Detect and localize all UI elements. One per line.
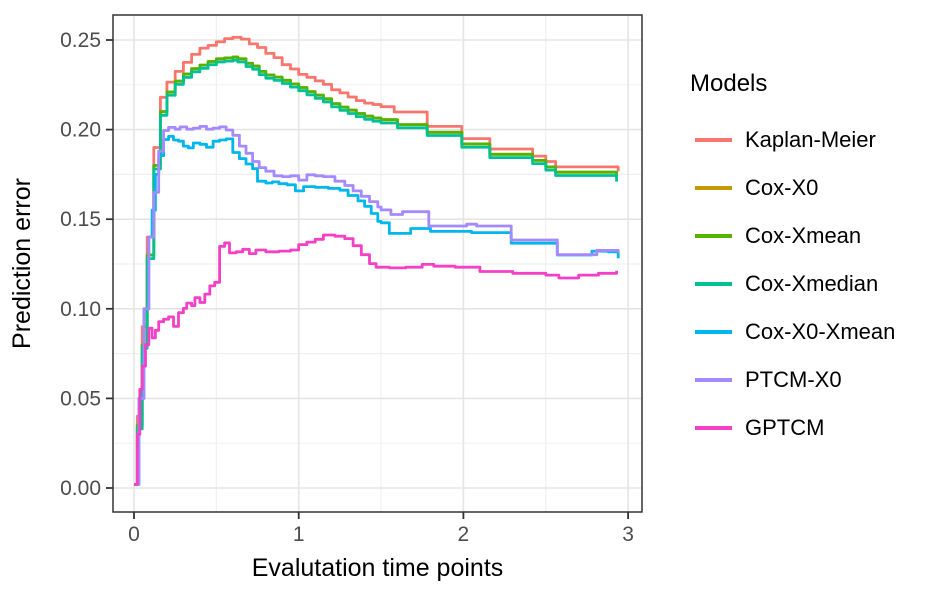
- series-line-kaplan-meier: [134, 35, 620, 486]
- legend-item-label: Cox-Xmean: [745, 223, 862, 248]
- legend-items: Kaplan-Meier Cox-X0 Cox-Xmean Cox-Xmedian Co…: [688, 116, 938, 452]
- grid-major: [113, 15, 642, 512]
- x-tick-label: 1: [293, 523, 305, 546]
- legend-item-gptcm: GPTCM: [688, 404, 938, 452]
- series-line-cox-x0-xmean: [134, 135, 620, 486]
- legend-item-label: PTCM-X0: [745, 367, 842, 392]
- y-tick-label: 0.25: [60, 29, 101, 52]
- axes: 0 1 2 3 0.00 0.05 0.10 0.15 0.20 0.25: [60, 29, 634, 546]
- series-lines: [134, 35, 620, 486]
- legend-item-ptcm-x0: PTCM-X0: [688, 356, 938, 404]
- legend-item-label: Cox-X0: [745, 175, 819, 200]
- series-line-ptcm-x0: [134, 125, 620, 486]
- legend-item-cox-x0-xmean: Cox-X0-Xmean: [688, 308, 938, 356]
- legend-key-line: [695, 378, 732, 382]
- x-tick-label: 3: [622, 523, 634, 546]
- legend-key-line: [695, 330, 732, 334]
- legend-key-line: [695, 186, 732, 190]
- legend-key-line: [695, 282, 732, 286]
- legend-item-label: GPTCM: [745, 415, 825, 440]
- x-tick-label: 0: [128, 523, 140, 546]
- y-tick-label: 0.10: [60, 298, 101, 321]
- legend-item-label: Cox-X0-Xmean: [745, 319, 896, 344]
- legend-title: Models: [690, 70, 768, 97]
- legend-item-cox-xmedian: Cox-Xmedian: [688, 260, 938, 308]
- y-tick-label: 0.20: [60, 119, 101, 142]
- x-axis-title: Evalutation time points: [252, 554, 504, 582]
- x-tick-label: 2: [458, 523, 470, 546]
- grid-minor: [113, 15, 642, 512]
- y-tick-label: 0.05: [60, 387, 101, 410]
- legend-item-label: Cox-Xmedian: [745, 271, 879, 296]
- legend-key-line: [695, 234, 732, 238]
- legend-item-cox-xmean: Cox-Xmean: [688, 212, 938, 260]
- series-line-cox-xmedian: [134, 58, 618, 486]
- legend-item-cox-x0: Cox-X0: [688, 164, 938, 212]
- y-axis-title: Prediction error: [8, 178, 36, 349]
- panel-border: [112, 14, 643, 513]
- y-tick-label: 0.15: [60, 208, 101, 231]
- series-line-gptcm: [134, 233, 618, 486]
- chart-legend: Models Kaplan-Meier Cox-X0 Cox-Xmean Cox-Xm…: [688, 70, 938, 452]
- legend-key-line: [695, 426, 732, 430]
- legend-item-label: Kaplan-Meier: [745, 127, 876, 152]
- legend-item-kaplan-meier: Kaplan-Meier: [688, 116, 938, 164]
- y-tick-label: 0.00: [60, 477, 101, 500]
- legend-key-line: [695, 138, 732, 142]
